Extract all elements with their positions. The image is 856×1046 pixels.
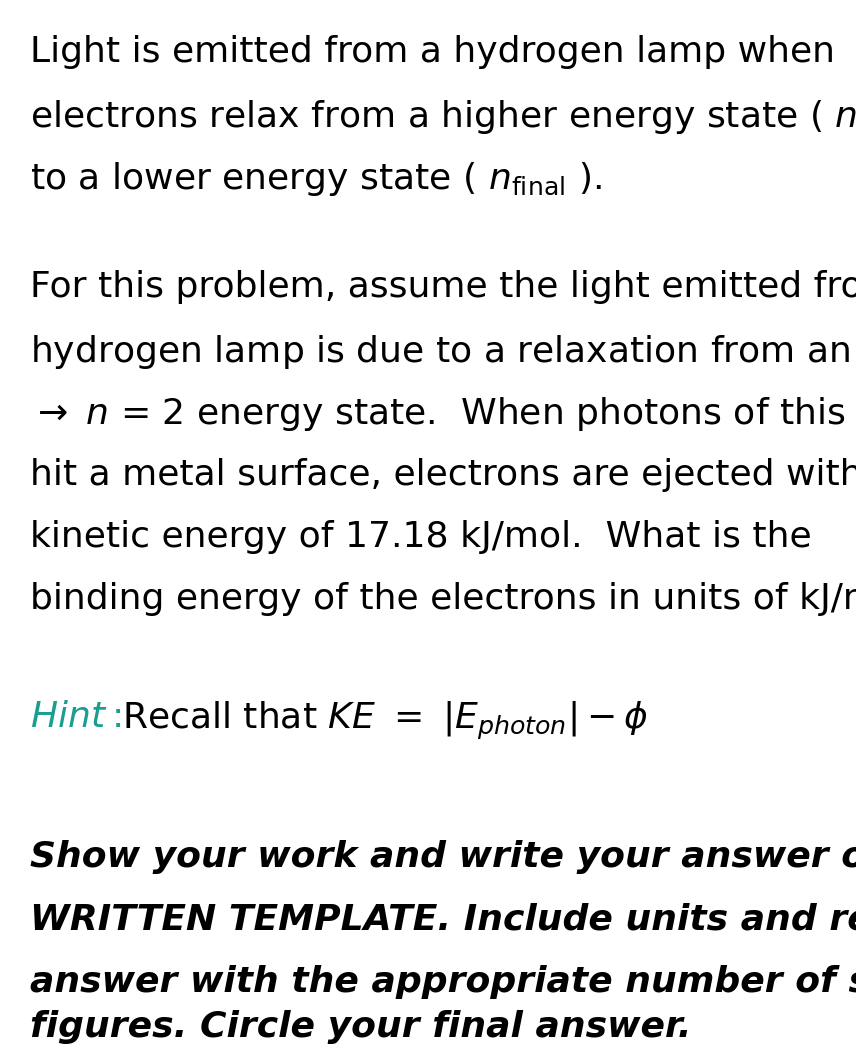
Text: electrons relax from a higher energy state ( $n_\mathregular{initial}$ ): electrons relax from a higher energy sta… — [30, 98, 856, 136]
Text: Recall that $KE \ = \ |E_{photon}| - \phi$: Recall that $KE \ = \ |E_{photon}| - \ph… — [122, 700, 648, 742]
Text: kinetic energy of 17.18 kJ/mol.  What is the: kinetic energy of 17.18 kJ/mol. What is … — [30, 520, 811, 554]
Text: to a lower energy state ( $n_\mathregular{final}$ ).: to a lower energy state ( $n_\mathregula… — [30, 160, 602, 198]
Text: For this problem, assume the light emitted from a: For this problem, assume the light emitt… — [30, 270, 856, 304]
Text: hit a metal surface, electrons are ejected with a: hit a metal surface, electrons are eject… — [30, 458, 856, 492]
Text: binding energy of the electrons in units of kJ/mol?: binding energy of the electrons in units… — [30, 582, 856, 616]
Text: $\bf{\it{Hint:}}$: $\bf{\it{Hint:}}$ — [30, 700, 122, 734]
Text: Show your work and write your answer on the: Show your work and write your answer on … — [30, 840, 856, 874]
Text: figures. Circle your final answer.: figures. Circle your final answer. — [30, 1010, 692, 1044]
Text: WRITTEN TEMPLATE. Include units and report: WRITTEN TEMPLATE. Include units and repo… — [30, 903, 856, 937]
Text: answer with the appropriate number of significant: answer with the appropriate number of si… — [30, 965, 856, 999]
Text: Light is emitted from a hydrogen lamp when: Light is emitted from a hydrogen lamp wh… — [30, 35, 835, 69]
Text: $\rightarrow$ $n$ = 2 energy state.  When photons of this light: $\rightarrow$ $n$ = 2 energy state. When… — [30, 395, 856, 433]
Text: hydrogen lamp is due to a relaxation from an $n$ = 5: hydrogen lamp is due to a relaxation fro… — [30, 333, 856, 371]
